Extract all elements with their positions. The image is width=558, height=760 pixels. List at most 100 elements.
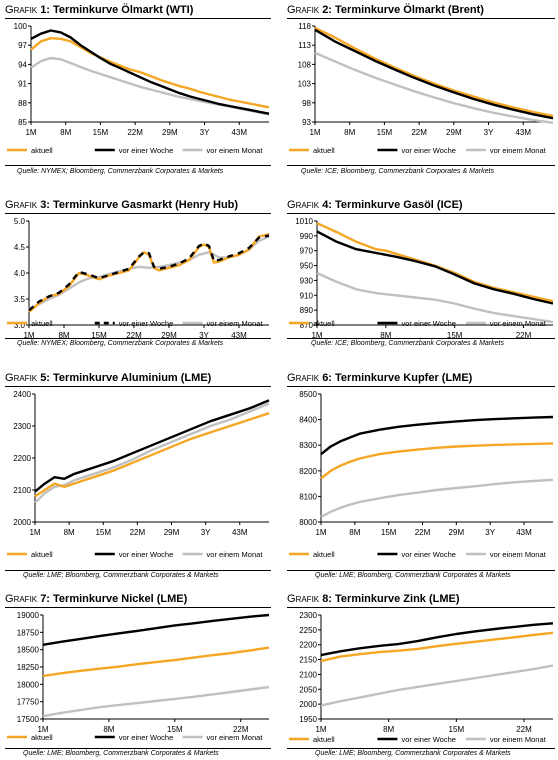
panel-6: GRAFIK 6: Terminkurve Kupfer (LME) 8000 8… (287, 372, 555, 582)
x-tick-label: 8M (344, 128, 355, 137)
y-tick-label: 4.5 (14, 243, 26, 252)
panel-4: GRAFIK 4: Terminkurve Gasöl (ICE) 870 890… (287, 199, 555, 349)
series-line (42, 613, 270, 646)
y-tick-label: 2300 (13, 422, 31, 431)
title-rule (5, 607, 271, 608)
y-tick-label: 950 (300, 262, 314, 271)
panel-3: GRAFIK 3: Terminkurve Gasmarkt (Henry Hu… (5, 199, 271, 349)
series-line (320, 622, 554, 657)
x-tick-label: 15M (95, 528, 111, 537)
legend-label: vor einem Monat (207, 733, 264, 742)
series-line (314, 51, 554, 124)
chart-title-text: 6: Terminkurve Kupfer (LME) (322, 372, 473, 384)
series-line (34, 412, 270, 498)
series-line (42, 685, 270, 718)
legend-label: vor einem Monat (490, 550, 547, 559)
x-tick-label: 22M (415, 528, 431, 537)
legend-label: vor einer Woche (119, 146, 173, 155)
x-tick-label: 1M (37, 725, 48, 734)
y-tick-label: 100 (14, 22, 28, 31)
grafik-label: GRAFIK (5, 199, 38, 211)
y-tick-label: 2200 (13, 454, 31, 463)
y-tick-label: 94 (18, 60, 27, 69)
source-note: Quelle: LME; Bloomberg, Commerzbank Corp… (315, 750, 511, 757)
y-tick-label: 1950 (299, 715, 317, 724)
y-tick-label: 97 (18, 41, 27, 50)
source-rule (287, 570, 555, 571)
y-tick-label: 2400 (13, 390, 31, 399)
chart-title: GRAFIK 1: Terminkurve Ölmarkt (WTI) (5, 4, 193, 16)
legend-label: aktuell (313, 319, 335, 328)
legend-label: vor einer Woche (401, 319, 455, 328)
grafik-label: GRAFIK (5, 4, 38, 16)
panel-2: GRAFIK 2: Terminkurve Ölmarkt (Brent) 93… (287, 4, 555, 176)
y-tick-label: 18750 (17, 628, 40, 637)
legend-label: vor einer Woche (119, 550, 173, 559)
source-rule (287, 165, 555, 166)
source-rule (5, 165, 271, 166)
legend-label: vor einer Woche (401, 550, 455, 559)
y-tick-label: 18250 (17, 663, 40, 672)
legend-label: vor einer Woche (119, 733, 173, 742)
series-line (42, 646, 270, 678)
x-tick-label: 29M (161, 331, 177, 339)
x-tick-label: 3Y (485, 528, 495, 537)
grafik-label: GRAFIK (287, 4, 320, 16)
chart-title-text: 3: Terminkurve Gasmarkt (Henry Hub) (40, 199, 239, 211)
y-tick-label: 8300 (299, 441, 317, 450)
legend-label: aktuell (31, 733, 53, 742)
x-tick-label: 3Y (201, 528, 211, 537)
x-tick-label: 15M (447, 331, 463, 339)
chart-title: GRAFIK 6: Terminkurve Kupfer (LME) (287, 372, 472, 384)
title-rule (287, 18, 555, 19)
legend-label: aktuell (31, 146, 53, 155)
series-line (34, 402, 270, 504)
legend-label: vor einem Monat (207, 550, 264, 559)
legend-label: vor einem Monat (490, 146, 547, 155)
source-rule (5, 338, 271, 339)
x-tick-label: 1M (315, 725, 326, 734)
x-tick-label: 8M (383, 725, 394, 734)
source-note: Quelle: LME; Bloomberg, Commerzbank Corp… (315, 572, 511, 579)
legend-label: aktuell (31, 550, 53, 559)
legend-label: vor einer Woche (401, 735, 455, 744)
y-tick-label: 17500 (17, 715, 40, 724)
chart-title-text: 7: Terminkurve Nickel (LME) (40, 593, 188, 605)
y-tick-label: 8500 (299, 390, 317, 399)
y-tick-label: 118 (298, 22, 311, 31)
title-rule (5, 386, 271, 387)
x-tick-label: 43M (516, 528, 532, 537)
series-line (28, 235, 270, 311)
chart-1: 85 88 91 94 97 100 1M 8M 15M 22M 29M 3Y 43M aktuell vo… (7, 22, 270, 155)
x-tick-label: 29M (164, 528, 180, 537)
y-tick-label: 113 (298, 41, 311, 50)
series-line (314, 26, 554, 118)
chart-title: GRAFIK 8: Terminkurve Zink (LME) (287, 593, 460, 605)
legend-label: vor einem Monat (207, 319, 264, 328)
y-tick-label: 2100 (299, 670, 317, 679)
x-tick-label: 8M (58, 331, 69, 339)
x-tick-label: 22M (516, 725, 532, 734)
x-tick-label: 8M (60, 128, 71, 137)
y-tick-label: 8200 (299, 467, 317, 476)
x-tick-label: 29M (449, 528, 465, 537)
x-tick-label: 15M (377, 128, 393, 137)
chart-title: GRAFIK 3: Terminkurve Gasmarkt (Henry Hu… (5, 199, 238, 211)
legend-label: aktuell (313, 735, 335, 744)
title-rule (287, 607, 555, 608)
legend-label: vor einem Monat (490, 735, 547, 744)
y-tick-label: 2200 (299, 641, 317, 650)
x-tick-label: 1M (309, 128, 320, 137)
x-tick-label: 15M (91, 331, 107, 339)
y-tick-label: 870 (300, 321, 314, 330)
x-tick-label: 1M (315, 528, 326, 537)
series-line (320, 415, 554, 456)
series-line (316, 222, 554, 303)
x-tick-label: 8M (349, 528, 360, 537)
y-tick-label: 2000 (299, 700, 317, 709)
x-tick-label: 1M (25, 128, 36, 137)
series-line (30, 29, 270, 115)
chart-title: GRAFIK 4: Terminkurve Gasöl (ICE) (287, 199, 463, 211)
x-tick-label: 1M (311, 331, 322, 339)
chart-title: GRAFIK 2: Terminkurve Ölmarkt (Brent) (287, 4, 484, 16)
